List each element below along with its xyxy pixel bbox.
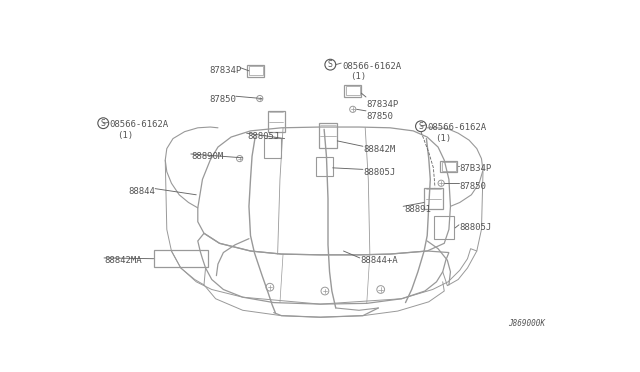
Text: 08566-6162A: 08566-6162A: [109, 120, 168, 129]
Text: 88844: 88844: [128, 187, 155, 196]
Text: 88844+A: 88844+A: [360, 256, 398, 265]
Bar: [440, 161, 458, 172]
Text: 88805J: 88805J: [248, 132, 280, 141]
Text: 87B34P: 87B34P: [460, 164, 492, 173]
Text: S: S: [419, 122, 424, 131]
Text: 87850: 87850: [210, 95, 237, 104]
Text: 88805J: 88805J: [364, 168, 396, 177]
Bar: [442, 162, 456, 170]
Bar: [249, 66, 263, 76]
Text: 88890M: 88890M: [191, 153, 224, 161]
Text: S: S: [328, 60, 333, 69]
Text: 88842M: 88842M: [364, 145, 396, 154]
Text: (1): (1): [349, 71, 366, 81]
Text: 88842MA: 88842MA: [105, 256, 143, 265]
Text: 88805J: 88805J: [460, 223, 492, 232]
Text: 87850: 87850: [460, 182, 486, 191]
Text: 87834P: 87834P: [367, 100, 399, 109]
Bar: [268, 111, 285, 132]
Bar: [424, 188, 443, 209]
Text: 08566-6162A: 08566-6162A: [342, 62, 401, 71]
Text: (1): (1): [117, 131, 133, 140]
Text: J869000K: J869000K: [508, 319, 545, 328]
Bar: [316, 157, 333, 176]
Text: (1): (1): [435, 134, 451, 143]
Text: 88891: 88891: [404, 205, 431, 214]
Bar: [248, 65, 264, 77]
Text: 87834P: 87834P: [209, 66, 241, 75]
Bar: [154, 250, 208, 267]
Bar: [434, 217, 454, 240]
Text: S: S: [101, 119, 106, 128]
Bar: [319, 123, 337, 148]
Bar: [346, 86, 360, 96]
Text: 87850: 87850: [367, 112, 394, 121]
Bar: [264, 138, 281, 158]
Text: 08566-6162A: 08566-6162A: [428, 123, 486, 132]
Bar: [344, 85, 362, 97]
